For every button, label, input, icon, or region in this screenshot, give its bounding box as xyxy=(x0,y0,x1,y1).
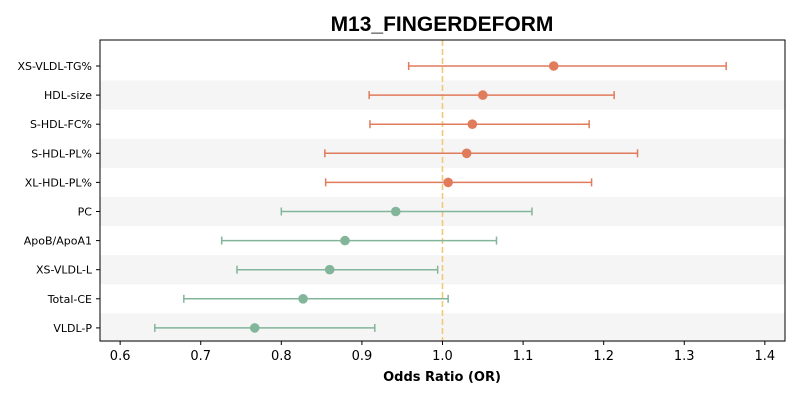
ci-row xyxy=(369,119,590,129)
x-tick-label: 1.4 xyxy=(755,349,776,364)
ci-row xyxy=(407,61,727,71)
or-point xyxy=(443,177,453,188)
or-point xyxy=(461,148,472,159)
ci-row xyxy=(324,148,639,159)
ci-row xyxy=(368,90,615,100)
x-tick-label: 0.6 xyxy=(110,349,131,364)
y-tick-label: ApoB/ApoA1 xyxy=(24,235,92,248)
x-tick-label: 1.2 xyxy=(593,349,614,364)
data-marks xyxy=(154,61,727,333)
or-point xyxy=(298,294,308,304)
y-axis: XS-VLDL-TG% HDL-size S-HDL-FC% S-HDL-PL% XL-… xyxy=(17,60,100,335)
y-tick-label: VLDL-P xyxy=(53,322,92,335)
or-point xyxy=(477,90,488,100)
y-tick-label: S-HDL-PL% xyxy=(31,147,92,160)
ci-row xyxy=(183,294,449,304)
y-tick-label: PC xyxy=(78,206,93,219)
or-point xyxy=(249,323,260,333)
ci-row xyxy=(280,206,533,217)
y-tick-label: XL-HDL-PL% xyxy=(25,176,92,189)
y-tick-label: Total-CE xyxy=(47,293,92,306)
x-tick-label: 1.3 xyxy=(674,349,695,364)
or-point xyxy=(324,264,335,275)
chart-title: M13_FINGERDEFORM xyxy=(331,13,554,36)
ci-row xyxy=(236,264,439,275)
or-point xyxy=(340,235,350,246)
x-tick-label: 0.8 xyxy=(271,349,292,364)
ci-row xyxy=(220,235,498,246)
y-tick-label: XS-VLDL-L xyxy=(36,264,93,277)
y-tick-label: S-HDL-FC% xyxy=(30,118,92,131)
y-tick-label: HDL-size xyxy=(44,89,92,102)
or-point xyxy=(548,61,559,71)
ci-row xyxy=(324,177,593,188)
x-tick-label: 1.1 xyxy=(513,349,534,364)
x-tick-label: 0.7 xyxy=(190,349,211,364)
y-tick-label: XS-VLDL-TG% xyxy=(17,60,92,73)
ci-row xyxy=(154,323,376,333)
or-point xyxy=(467,119,478,129)
x-tick-label: 0.9 xyxy=(352,349,373,364)
x-axis-label: Odds Ratio (OR) xyxy=(383,370,501,385)
or-point xyxy=(390,206,401,217)
x-tick-label: 1.0 xyxy=(432,349,453,364)
x-axis: 0.6 0.7 0.8 0.9 1.0 1.1 1.2 1.3 1.4 xyxy=(110,341,775,364)
